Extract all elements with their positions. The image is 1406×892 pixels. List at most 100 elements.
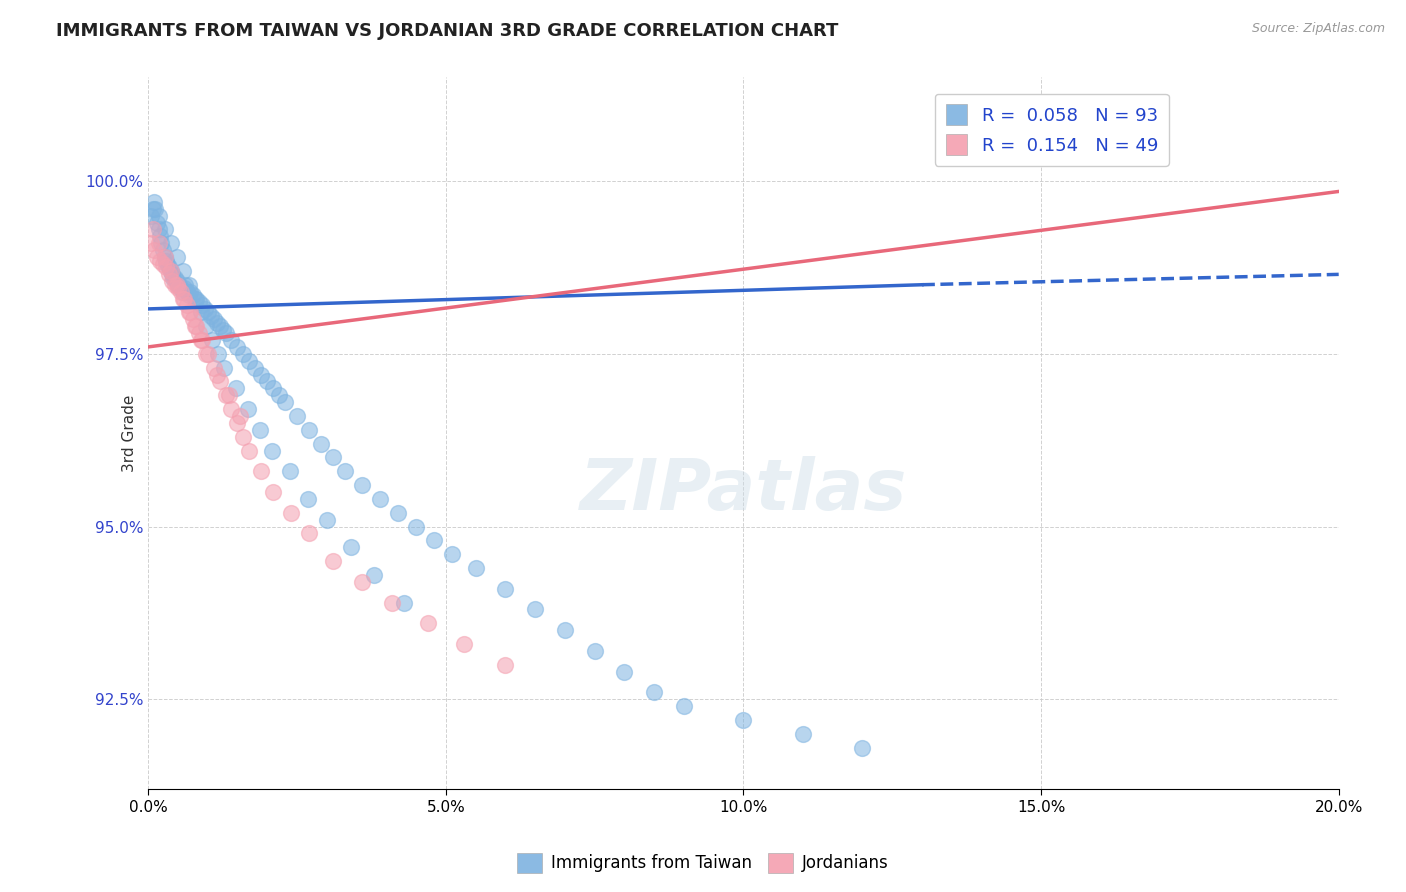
Point: [733, 713, 755, 727]
Point: [221, 333, 243, 347]
Point: [221, 402, 243, 417]
Point: [183, 292, 205, 306]
Point: [309, 436, 332, 450]
Point: [159, 264, 181, 278]
Point: [315, 513, 337, 527]
Point: [352, 574, 374, 589]
Point: [256, 375, 278, 389]
Point: [174, 277, 197, 292]
Point: [166, 274, 188, 288]
Point: [177, 305, 200, 319]
Point: [260, 443, 283, 458]
Point: [238, 353, 260, 368]
Point: [173, 292, 195, 306]
Point: [148, 236, 170, 251]
Point: [262, 381, 284, 395]
Point: [163, 270, 186, 285]
Point: [298, 423, 321, 437]
Point: [278, 464, 301, 478]
Point: [183, 319, 205, 334]
Point: [226, 416, 249, 430]
Point: [184, 292, 207, 306]
Point: [159, 236, 181, 251]
Point: [298, 526, 321, 541]
Point: [250, 464, 273, 478]
Point: [214, 326, 236, 340]
Point: [613, 665, 636, 679]
Point: [363, 568, 385, 582]
Point: [172, 292, 194, 306]
Point: [205, 316, 228, 330]
Point: [146, 250, 169, 264]
Point: [392, 596, 415, 610]
Point: [672, 699, 695, 714]
Point: [179, 305, 201, 319]
Point: [176, 285, 198, 299]
Point: [157, 268, 180, 282]
Point: [225, 381, 247, 395]
Point: [148, 222, 170, 236]
Point: [280, 506, 302, 520]
Point: [249, 423, 271, 437]
Point: [142, 202, 165, 216]
Point: [179, 285, 201, 299]
Text: ZIPatlas: ZIPatlas: [579, 456, 907, 524]
Point: [269, 388, 291, 402]
Point: [148, 209, 170, 223]
Point: [211, 323, 233, 337]
Point: [524, 602, 547, 616]
Point: [494, 582, 516, 596]
Point: [167, 277, 190, 292]
Point: [232, 430, 254, 444]
Point: [143, 194, 166, 209]
Point: [387, 506, 409, 520]
Text: IMMIGRANTS FROM TAIWAN VS JORDANIAN 3RD GRADE CORRELATION CHART: IMMIGRANTS FROM TAIWAN VS JORDANIAN 3RD …: [56, 22, 838, 40]
Point: [262, 485, 284, 500]
Point: [643, 685, 665, 699]
Point: [172, 285, 194, 299]
Point: [190, 298, 212, 312]
Point: [153, 250, 176, 264]
Point: [155, 253, 177, 268]
Point: [184, 319, 207, 334]
Legend: Immigrants from Taiwan, Jordanians: Immigrants from Taiwan, Jordanians: [510, 847, 896, 880]
Point: [423, 533, 446, 548]
Y-axis label: 3rd Grade: 3rd Grade: [122, 394, 136, 472]
Point: [232, 347, 254, 361]
Point: [238, 443, 260, 458]
Text: Source: ZipAtlas.com: Source: ZipAtlas.com: [1251, 22, 1385, 36]
Point: [202, 312, 225, 326]
Point: [201, 333, 224, 347]
Point: [229, 409, 252, 423]
Point: [195, 347, 218, 361]
Point: [464, 561, 486, 575]
Point: [160, 274, 183, 288]
Point: [149, 229, 172, 244]
Point: [218, 388, 240, 402]
Point: [214, 360, 236, 375]
Point: [166, 277, 188, 292]
Point: [352, 478, 374, 492]
Point: [416, 616, 439, 631]
Point: [339, 541, 361, 555]
Point: [274, 395, 297, 409]
Point: [322, 554, 344, 568]
Point: [170, 281, 193, 295]
Point: [157, 260, 180, 275]
Point: [250, 368, 273, 382]
Point: [285, 409, 308, 423]
Point: [190, 305, 212, 319]
Point: [143, 202, 166, 216]
Point: [200, 309, 222, 323]
Point: [150, 236, 173, 251]
Point: [139, 236, 162, 251]
Point: [177, 288, 200, 302]
Point: [167, 277, 190, 292]
Point: [153, 222, 176, 236]
Point: [190, 333, 212, 347]
Point: [194, 301, 217, 316]
Point: [322, 450, 344, 465]
Point: [207, 347, 229, 361]
Point: [453, 637, 475, 651]
Point: [197, 347, 219, 361]
